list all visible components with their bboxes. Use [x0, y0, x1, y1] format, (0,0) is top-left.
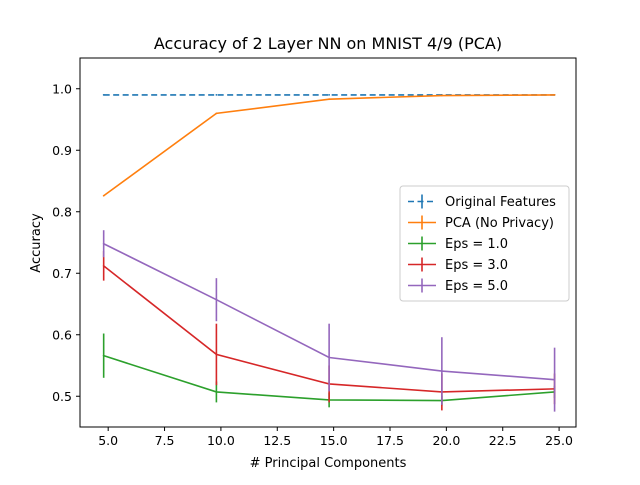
x-tick-label: 25.0 [545, 433, 573, 448]
x-tick-label: 10.0 [207, 433, 235, 448]
legend: Original Features PCA (No Privacy) Eps = 1… [399, 185, 570, 302]
y-axis-label: Accuracy [29, 213, 44, 273]
chart-title: Accuracy of 2 Layer NN on MNIST 4/9 (PCA… [154, 34, 502, 53]
x-axis-label: # Principal Components [250, 456, 407, 471]
series-0-point [102, 94, 105, 96]
legend-label: Eps = 3.0 [445, 258, 508, 273]
x-tick-label: 5.0 [98, 433, 118, 448]
x-tick-label: 22.5 [489, 433, 517, 448]
legend-label: PCA (No Privacy) [445, 216, 554, 231]
axes-frame [79, 57, 577, 428]
series-0-point [215, 94, 218, 96]
x-tick-label: 17.5 [376, 433, 404, 448]
series-0-point [328, 94, 331, 96]
y-tick-label: 1.0 [52, 81, 72, 96]
series-1-point [102, 194, 105, 197]
legend-label: Eps = 5.0 [445, 279, 508, 294]
x-tick-label: 20.0 [432, 433, 460, 448]
y-tick-label: 0.5 [52, 389, 72, 404]
series-1-point [553, 94, 556, 96]
plot-area: 5.0 7.5 10.0 12.5 15.0 17.5 20.0 22.5 25.0 0.5 0.6… [52, 57, 577, 448]
y-tick-label: 0.6 [52, 327, 72, 342]
legend-label: Eps = 1.0 [445, 237, 508, 252]
y-tick-label: 0.8 [52, 204, 72, 219]
series-1-point [328, 98, 331, 101]
x-tick-label: 7.5 [155, 433, 175, 448]
y-tick-label: 0.7 [52, 266, 72, 281]
legend-label: Original Features [445, 195, 556, 210]
x-tick-label: 15.0 [320, 433, 348, 448]
series-1-point [440, 94, 443, 97]
x-tick-label: 12.5 [263, 433, 291, 448]
y-tick-label: 0.9 [52, 143, 72, 158]
series-1-point [215, 112, 218, 115]
legend-box [399, 185, 570, 302]
